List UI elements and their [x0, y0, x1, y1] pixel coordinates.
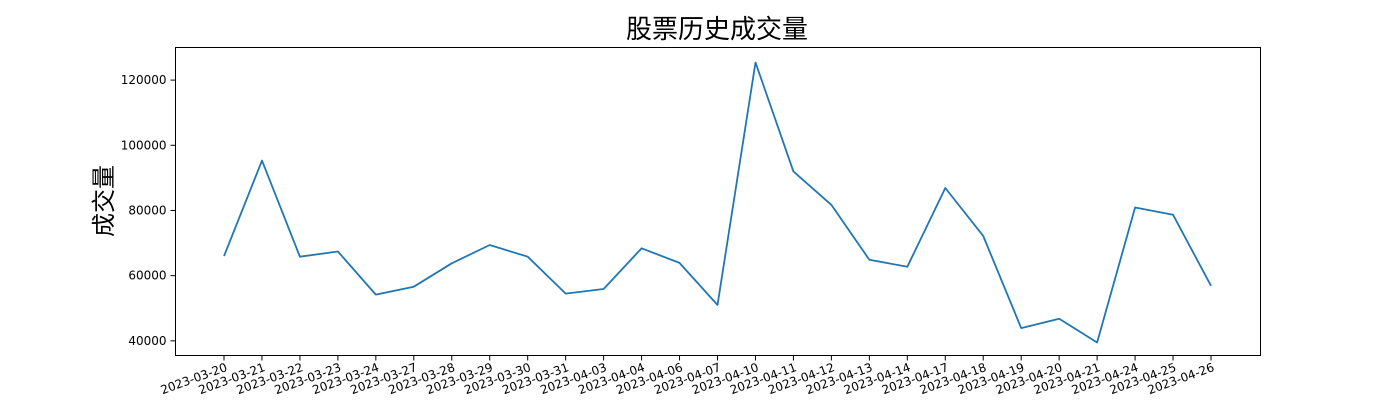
- plot-frame: [175, 47, 1261, 356]
- y-tick-label: 80000: [128, 203, 166, 217]
- y-tick-label: 40000: [128, 334, 166, 348]
- y-tick-label: 60000: [128, 269, 166, 283]
- y-axis: 40000 60000 80000 100000 120000: [121, 73, 176, 348]
- y-tick-label: 100000: [121, 138, 167, 152]
- y-axis-label: 成交量: [90, 165, 118, 237]
- x-axis: 2023-03-202023-03-212023-03-222023-03-23…: [159, 355, 1216, 397]
- y-tick-label: 120000: [121, 73, 167, 87]
- chart-title: 股票历史成交量: [626, 15, 808, 45]
- series-line: [223, 61, 1212, 344]
